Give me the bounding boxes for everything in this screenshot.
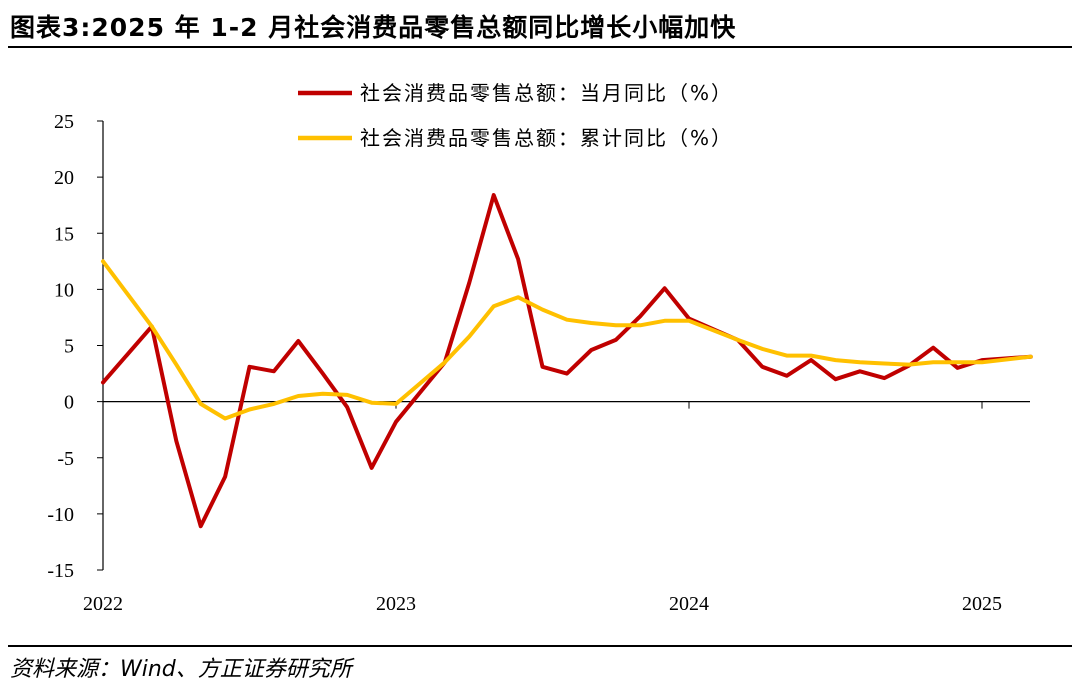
y-tick-label: 15 [54,223,74,245]
y-tick-label: 10 [54,279,74,301]
figure-title: 图表3:2025 年 1-2 月社会消费品零售总额同比增长小幅加快 [10,13,737,42]
bottom-rule [8,645,1072,647]
series-line-cumulative-yoy [101,259,1033,421]
x-tick-label: 2024 [669,593,709,615]
y-tick-label: -5 [57,448,74,470]
y-tick-label: 25 [54,111,74,133]
legend-label-0: 社会消费品零售总额：当月同比（%） [360,81,733,105]
y-tick-label: -15 [47,560,74,582]
chart-legend: 社会消费品零售总额：当月同比（%） 社会消费品零售总额：累计同比（%） [298,81,733,150]
y-tick-label: 0 [64,392,74,414]
y-tick-label: 5 [64,336,74,358]
x-tick-label: 2022 [83,593,123,615]
y-tick-label: -10 [47,504,74,526]
source-note: 资料来源：Wind、方正证券研究所 [10,657,352,682]
top-rule [8,46,1072,48]
y-tick-label: 20 [54,167,74,189]
series-line-monthly-yoy [101,193,1033,529]
chart-axes: 25 20 15 10 5 0 -5 -10 -15 2022 2023 2024 2025 [47,111,1030,615]
x-tick-label: 2025 [962,593,1002,615]
x-tick-label: 2023 [376,593,416,615]
legend-label-1: 社会消费品零售总额：累计同比（%） [360,126,733,150]
chart-lines [101,193,1033,529]
